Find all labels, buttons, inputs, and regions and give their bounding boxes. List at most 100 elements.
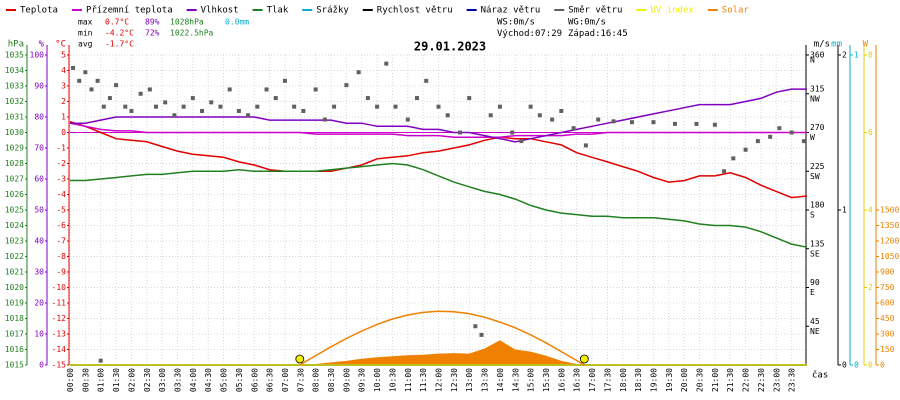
y-tick-label: 1200 (880, 237, 899, 246)
wind-direction-point (488, 113, 493, 118)
solar-area (300, 340, 585, 365)
y-tick-label: 1050 (880, 252, 899, 261)
wind-direction-point (789, 130, 794, 135)
wind-direction-point (181, 104, 186, 109)
y-tick-label: 1030 (5, 128, 24, 137)
y-tick-label: 30 (34, 268, 44, 277)
y-tick-label: -5 (56, 206, 66, 215)
y-tick-label: 0 (868, 361, 873, 370)
x-tick-label: 04:00 (189, 368, 198, 392)
x-tick-label: 19:30 (665, 368, 674, 392)
legend-label: UV index (650, 6, 694, 16)
x-tick-label: 08:00 (312, 368, 321, 392)
wind-direction-point (301, 108, 306, 113)
axis-unit: m/s (814, 40, 830, 50)
y-tick-label: 1032 (5, 97, 24, 106)
y-tick-label: 150 (880, 345, 895, 354)
wind-direction-point (246, 113, 251, 118)
x-tick-label: 11:30 (419, 368, 428, 392)
wind-direction-point (550, 117, 555, 122)
y-tick-label: 1022 (5, 252, 24, 261)
wind-direction-point (71, 65, 76, 70)
wind-direction-point (510, 130, 515, 135)
wind-direction-point (571, 126, 576, 131)
stat-label: min (78, 29, 93, 38)
y-tick-label: 1018 (5, 314, 24, 323)
y-tick-dir: NE (810, 327, 820, 336)
y-tick-label: 90 (34, 82, 44, 91)
y-tick-dir: SW (810, 172, 820, 181)
wind-direction-point (537, 113, 542, 118)
y-tick-label: 90 (810, 278, 820, 287)
stat-value: -4.2°C (105, 29, 134, 38)
wind-direction-point (694, 121, 699, 126)
y-tick-label: 1024 (5, 221, 24, 230)
wind-direction-point (559, 108, 564, 113)
wind-direction-point (497, 104, 502, 109)
sunset-label: Západ: (568, 29, 601, 39)
x-tick-label: 21:00 (711, 368, 720, 392)
axis-unit: °C (55, 40, 66, 50)
wind-direction-point (264, 87, 269, 92)
series-line (299, 310, 585, 366)
y-tick-label: 80 (34, 113, 44, 122)
stat-value: 1028hPa (170, 18, 204, 27)
wind-direction-point (95, 78, 100, 83)
y-tick-label: 0 (39, 361, 44, 370)
y-tick-label: 6 (868, 128, 873, 137)
y-tick-label: 1016 (5, 345, 24, 354)
y-tick-label: -3 (56, 175, 66, 184)
y-tick-label: -7 (56, 237, 66, 246)
stat-value: 1022.5hPa (170, 29, 214, 38)
series-line (70, 162, 808, 248)
y-tick-dir: E (810, 288, 815, 297)
sunset-time: 16:45 (601, 29, 628, 39)
wind-direction-point (209, 100, 214, 105)
legend-label: Náraz větru (481, 6, 541, 16)
y-tick-label: 315 (810, 84, 825, 93)
x-tick-label: 01:00 (97, 368, 106, 392)
x-tick-label: 00:00 (66, 368, 75, 392)
y-tick-label: 1 (854, 51, 859, 60)
y-tick-label: -11 (52, 299, 67, 308)
y-tick-label: 1500 (880, 206, 899, 215)
wind-direction-point (98, 358, 103, 363)
y-tick-label: 1033 (5, 82, 24, 91)
y-tick-label: 1021 (5, 268, 24, 277)
y-tick-label: 360 (810, 51, 825, 60)
y-tick-label: 1025 (5, 206, 24, 215)
y-tick-label: 2 (868, 283, 873, 292)
sunrise-time: 07:29 (535, 29, 562, 39)
wind-direction-point (731, 156, 736, 161)
x-tick-label: 10:00 (373, 368, 382, 392)
wind-direction-point (292, 104, 297, 109)
y-tick-label: 1031 (5, 113, 24, 122)
wind-direction-point (236, 108, 241, 113)
x-tick-label: 05:30 (235, 368, 244, 392)
x-tick-label: 09:30 (358, 368, 367, 392)
x-tick-label: 00:30 (81, 368, 90, 392)
x-tick-label: 17:30 (603, 368, 612, 392)
wind-direction-point (190, 96, 195, 101)
x-tick-label: 16:30 (573, 368, 582, 392)
x-tick-label: 18:30 (634, 368, 643, 392)
wind-direction-point (479, 332, 484, 337)
legend-label: Teplota (20, 6, 58, 16)
wind-direction-point (436, 104, 441, 109)
y-tick-label: 10 (34, 330, 44, 339)
legend-label: Rychlost větru (377, 6, 453, 16)
y-tick-label: 1020 (5, 283, 24, 292)
wind-direction-point (672, 121, 677, 126)
x-tick-label: 20:00 (680, 368, 689, 392)
y-tick-label: 0 (880, 361, 885, 370)
wind-direction-point (583, 143, 588, 148)
y-tick-label: 0 (842, 361, 847, 370)
wind-direction-point (777, 126, 782, 131)
wind-direction-point (755, 139, 760, 144)
y-tick-label: 225 (810, 162, 825, 171)
series-line (69, 122, 807, 138)
y-tick-dir: S (810, 211, 815, 220)
x-tick-label: 11:00 (404, 368, 413, 392)
y-tick-label: -14 (52, 345, 67, 354)
